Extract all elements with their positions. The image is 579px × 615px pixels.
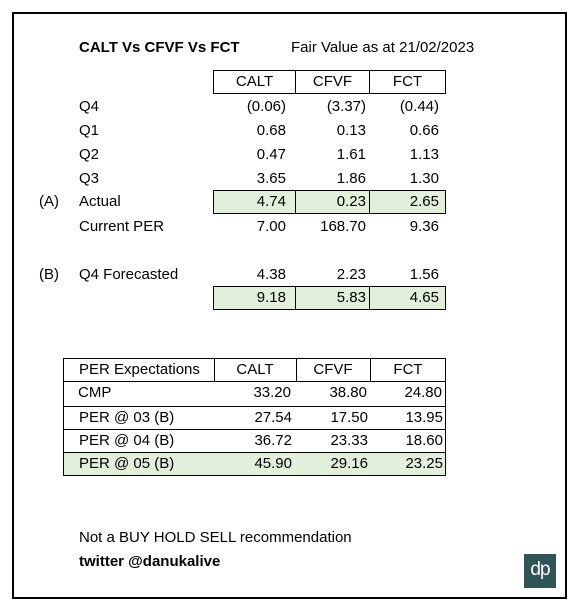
dp-logo: dp [524, 554, 556, 588]
value-cfvf: 1.61 [336, 146, 366, 163]
twitter-handle: twitter @danukalive [79, 553, 221, 570]
value-fct: 0.66 [409, 122, 439, 139]
value-cfvf: 29.16 [330, 455, 368, 472]
value-cfvf: 0.23 [336, 193, 366, 210]
value-calt: 27.54 [254, 409, 292, 426]
row-label: Current PER [79, 218, 165, 235]
value-calt: 33.20 [253, 384, 291, 401]
value-fct: 23.25 [405, 455, 443, 472]
table-row-highlight: PER @ 05 (B) 45.90 29.16 23.25 [63, 452, 446, 476]
row-marker: (B) [39, 266, 59, 283]
row-label: Q2 [79, 146, 100, 163]
total-highlight [213, 286, 446, 310]
actual-highlight [213, 190, 446, 214]
value-fct: (0.44) [399, 98, 439, 115]
col-header-calt: CALT [213, 70, 296, 94]
row-label: Q4 [79, 98, 100, 115]
value-fct: 1.30 [409, 170, 439, 187]
row-label: PER @ 03 (B) [79, 409, 175, 426]
table2-header-row: PER Expectations CALT CFVF FCT [63, 358, 446, 382]
value-cfvf: (3.37) [326, 98, 366, 115]
value-cfvf: 168.70 [320, 218, 366, 235]
value-calt: 45.90 [254, 455, 292, 472]
row-label: Q1 [79, 122, 100, 139]
value-cfvf: 38.80 [329, 384, 367, 401]
row-label: PER @ 05 (B) [79, 455, 175, 472]
value-calt: 9.18 [256, 289, 286, 306]
col-header-fct: FCT [369, 70, 446, 94]
value-fct: 24.80 [404, 384, 442, 401]
table-row: CMP 33.20 38.80 24.80 [63, 382, 446, 406]
fair-value-date: Fair Value as at 21/02/2023 [291, 39, 475, 56]
value-fct: 2.65 [409, 193, 439, 210]
value-fct: 18.60 [405, 432, 443, 449]
table-row: PER @ 04 (B) 36.72 23.33 18.60 [63, 429, 446, 453]
value-cfvf: 0.13 [336, 122, 366, 139]
value-cfvf: 5.83 [336, 289, 366, 306]
row-label: CMP [78, 384, 112, 401]
value-calt: 7.00 [256, 218, 286, 235]
row-label: Q3 [79, 170, 100, 187]
col-header-cfvf: CFVF [295, 70, 370, 94]
value-calt: 0.68 [256, 122, 286, 139]
row-label: PER @ 04 (B) [79, 432, 175, 449]
value-calt: (0.06) [246, 98, 286, 115]
col-header-per-expectations: PER Expectations [79, 361, 200, 378]
value-calt: 0.47 [256, 146, 286, 163]
value-calt: 3.65 [256, 170, 286, 187]
value-calt: 4.74 [256, 193, 286, 210]
value-fct: 1.56 [409, 266, 439, 283]
col-header-cfvf: CFVF [313, 361, 353, 378]
value-cfvf: 2.23 [336, 266, 366, 283]
value-fct: 1.13 [409, 146, 439, 163]
value-cfvf: 1.86 [336, 170, 366, 187]
value-fct: 9.36 [409, 218, 439, 235]
value-calt: 36.72 [254, 432, 292, 449]
col-header-calt: CALT [236, 361, 274, 378]
value-fct: 4.65 [409, 289, 439, 306]
value-fct: 13.95 [405, 409, 443, 426]
row-label: Q4 Forecasted [79, 266, 179, 283]
col-header-fct: FCT [393, 361, 423, 378]
value-cfvf: 17.50 [330, 409, 368, 426]
value-calt: 4.38 [256, 266, 286, 283]
disclaimer-text: Not a BUY HOLD SELL recommendation [79, 529, 352, 546]
table-row: PER @ 03 (B) 27.54 17.50 13.95 [63, 406, 446, 430]
row-label: Actual [79, 193, 121, 210]
document-title: CALT Vs CFVF Vs FCT [79, 39, 240, 56]
value-cfvf: 23.33 [330, 432, 368, 449]
row-marker: (A) [39, 193, 59, 210]
